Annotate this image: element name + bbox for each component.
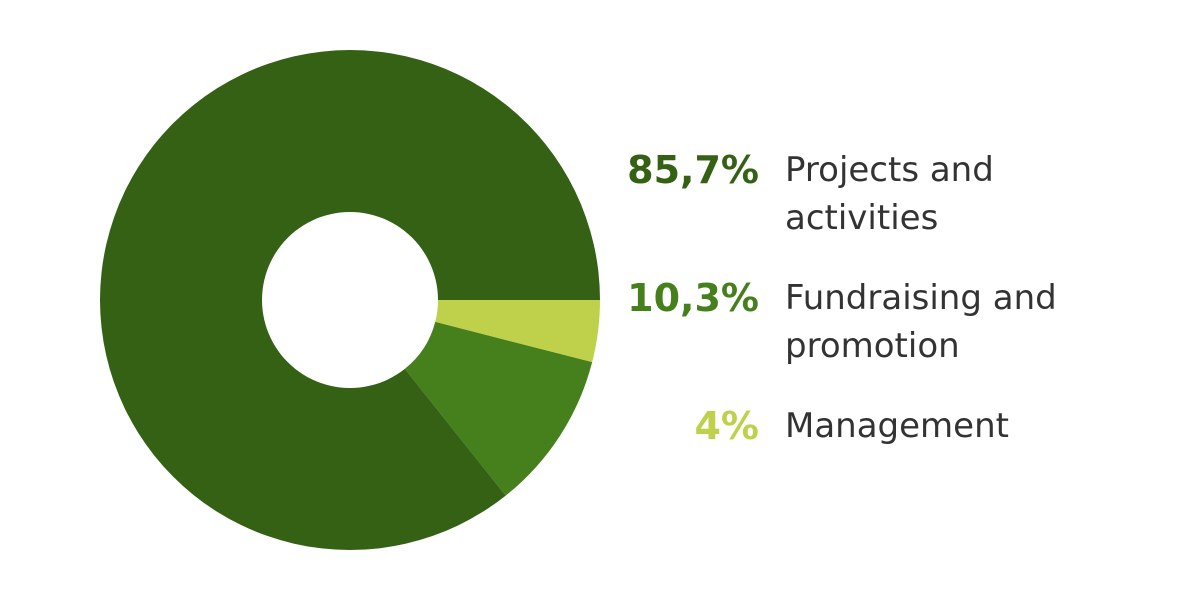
slice: [404, 321, 593, 496]
legend-entry: 85,7% Projects and activities: [600, 146, 1075, 242]
legend-entry: 4% Management: [600, 402, 1075, 450]
legend-entry: 10,3% Fundraising and promotion: [600, 274, 1075, 370]
legend-label: Management: [785, 406, 1009, 446]
value-label: 85,7%: [627, 148, 759, 192]
slice: [100, 50, 601, 550]
legend-label: Fundraising and promotion: [785, 278, 1057, 366]
value-label: 10,3%: [627, 276, 759, 320]
value-label: 4%: [694, 404, 759, 448]
legend-label: Projects and activities: [785, 150, 994, 238]
slice: [435, 300, 600, 363]
legend: 85,7% Projects and activities 10,3% Fundrai…: [600, 146, 1075, 450]
